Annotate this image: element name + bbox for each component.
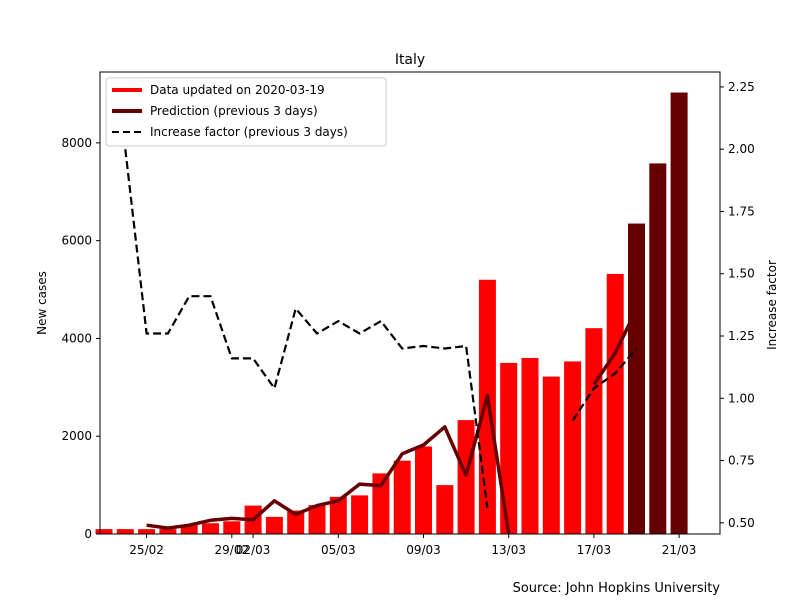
y-right-tick-label: 1.50 — [728, 267, 755, 281]
y-axis-left: 0 2000 4000 6000 8000 — [61, 136, 100, 541]
legend-label-prediction: Prediction (previous 3 days) — [150, 104, 318, 118]
plot-frame — [99, 71, 721, 535]
legend-box — [105, 77, 387, 147]
bar-prediction — [628, 223, 645, 535]
increase-factor-line — [124, 149, 489, 508]
bar-data — [585, 328, 603, 534]
bar-prediction — [649, 163, 667, 534]
x-tick-label: 05/03 — [321, 543, 356, 557]
bar-data — [542, 376, 560, 534]
bar-data — [372, 473, 390, 534]
bars-layer — [95, 92, 688, 535]
y-right-tick-label: 2.00 — [728, 142, 755, 156]
bar-data — [138, 529, 156, 534]
y-left-tick-label: 0 — [84, 527, 92, 541]
bar-data — [202, 523, 219, 534]
y-left-tick-label: 2000 — [61, 429, 92, 443]
bar-prediction — [670, 92, 688, 535]
bar-data — [500, 362, 518, 534]
x-tick-label: 02/03 — [236, 543, 271, 557]
chart-title: Italy — [395, 52, 425, 68]
bar-data — [521, 358, 539, 534]
increase-factor-line — [571, 347, 638, 422]
y-axis-left-label: New cases — [35, 271, 49, 335]
prediction-line — [592, 308, 639, 386]
y-left-tick-label: 6000 — [61, 234, 92, 248]
y-axis-right: 0.50 0.75 1.00 1.25 1.50 1.75 2.00 2.25 — [720, 80, 755, 530]
x-tick-label: 17/03 — [577, 543, 612, 557]
bar-data — [95, 529, 113, 534]
bar-data — [415, 446, 432, 534]
bar-data — [265, 516, 283, 534]
lines-layer — [124, 149, 639, 535]
y-right-tick-label: 1.75 — [728, 204, 755, 218]
bar-data — [287, 510, 305, 534]
bar-data — [564, 361, 582, 534]
bar-data — [116, 529, 134, 534]
y-right-tick-label: 0.50 — [728, 516, 755, 530]
y-right-tick-label: 2.25 — [728, 80, 755, 94]
x-tick-label: 29/02 — [215, 543, 250, 557]
y-right-tick-label: 1.25 — [728, 329, 755, 343]
bar-data — [223, 521, 241, 534]
x-tick-label: 13/03 — [491, 543, 526, 557]
bar-data — [351, 495, 369, 534]
bar-data — [308, 505, 326, 534]
legend-label-increase: Increase factor (previous 3 days) — [150, 125, 348, 139]
x-tick-label: 25/02 — [129, 543, 164, 557]
x-tick-label: 21/03 — [662, 543, 697, 557]
bar-data — [436, 485, 454, 534]
y-right-tick-label: 0.75 — [728, 454, 755, 468]
legend-label-data: Data updated on 2020-03-19 — [150, 83, 325, 97]
bar-data — [329, 496, 347, 534]
x-tick-label: 09/03 — [406, 543, 441, 557]
y-left-tick-label: 8000 — [61, 136, 92, 150]
source-note: Source: John Hopkins University — [513, 581, 721, 596]
bar-data — [180, 525, 198, 534]
y-right-tick-label: 1.00 — [728, 391, 755, 405]
y-left-tick-label: 4000 — [61, 331, 92, 345]
legend: Data updated on 2020-03-19 Prediction (p… — [105, 77, 387, 147]
bar-data — [159, 529, 177, 534]
bar-data — [393, 460, 411, 534]
y-axis-right-label: Increase factor — [765, 260, 779, 350]
bar-data — [606, 273, 624, 534]
prediction-line — [146, 393, 511, 535]
